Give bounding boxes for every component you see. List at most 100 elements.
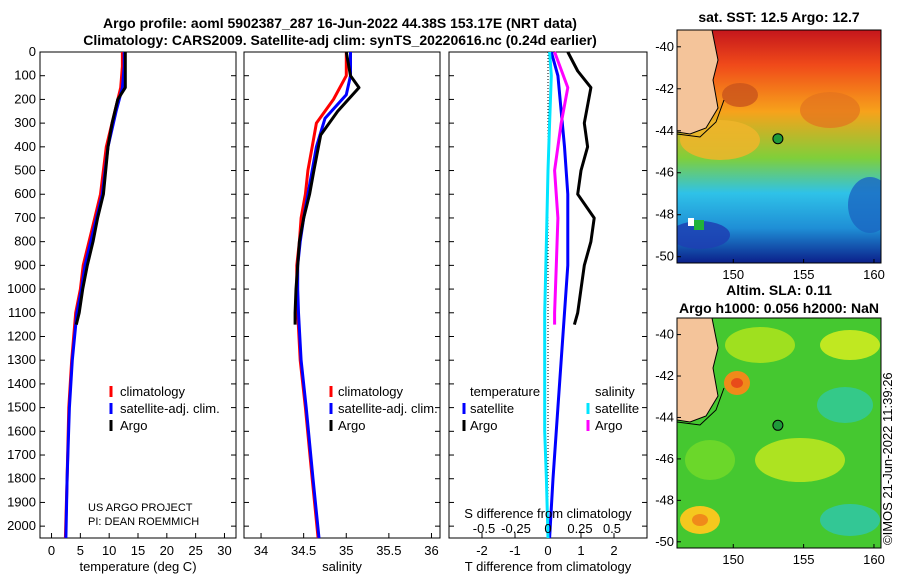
sla-low-blob bbox=[817, 387, 873, 423]
legend-t-satellite: satellite bbox=[470, 401, 514, 416]
series-line-argo-temperature- bbox=[566, 51, 596, 326]
x-tick-label: 35 bbox=[339, 543, 353, 558]
title-line-2: Climatology: CARS2009. Satellite-adj cli… bbox=[83, 32, 597, 48]
map-y-tick-label: -40 bbox=[655, 327, 674, 342]
salinity-series bbox=[293, 51, 361, 539]
sla-map-frame bbox=[676, 317, 882, 549]
missing-data bbox=[688, 218, 694, 226]
imos-timestamp: ©IMOS 21-Jun-2022 11:39:26 bbox=[880, 372, 895, 545]
x-tick-label: 34.5 bbox=[291, 543, 316, 558]
s-tick: 0 bbox=[544, 521, 551, 536]
difference-panel: -2 -1 0 1 2 T difference from climatology S … bbox=[448, 51, 648, 574]
x-tick-label: 36 bbox=[424, 543, 438, 558]
credit-line-1: US ARGO PROJECT bbox=[88, 502, 193, 514]
y-tick-label: 1100 bbox=[8, 305, 36, 320]
legend-argo: Argo bbox=[120, 418, 147, 433]
map-x-tick-label: 160 bbox=[863, 552, 885, 567]
series-line-argo bbox=[74, 52, 127, 325]
x-tick-label: 0 bbox=[544, 543, 551, 558]
salinity-xlabel: salinity bbox=[322, 559, 362, 574]
sla-blob bbox=[725, 327, 795, 363]
x-tick-label: 5 bbox=[77, 543, 84, 558]
sla-map: Altim. SLA: 0.11 Argo h1000: 0.056 h2000… bbox=[655, 282, 885, 567]
legend-temperature-header: temperature bbox=[470, 384, 540, 399]
shelf-contour bbox=[677, 387, 725, 426]
s-tick: 0.25 bbox=[567, 521, 592, 536]
y-tick-label: 0 bbox=[29, 44, 36, 59]
tasmania-land bbox=[677, 30, 719, 135]
sst-map: sat. SST: 12.5 Argo: 12.7 150 155 160 -40 -4… bbox=[655, 9, 885, 282]
s-tick: 0.5 bbox=[603, 521, 621, 536]
temperature-xlabel: temperature (deg C) bbox=[79, 559, 196, 574]
map-y-tick-label: -48 bbox=[655, 207, 674, 222]
legend-climatology: climatology bbox=[338, 384, 404, 399]
y-tick-label: 1400 bbox=[7, 376, 36, 391]
map-y-tick-label: -42 bbox=[655, 368, 674, 383]
legend-s-argo: Argo bbox=[595, 418, 622, 433]
sla-blob bbox=[820, 330, 880, 360]
sst-cold-patch bbox=[848, 177, 881, 233]
x-tick-label: 20 bbox=[160, 543, 174, 558]
s-tick: -0.5 bbox=[473, 521, 495, 536]
y-tick-label: 100 bbox=[14, 68, 36, 83]
x-tick-label: 1 bbox=[577, 543, 584, 558]
map-y-tick-label: -46 bbox=[655, 451, 674, 466]
sst-map-title: sat. SST: 12.5 Argo: 12.7 bbox=[698, 9, 860, 25]
map-x-tick-label: 150 bbox=[722, 552, 744, 567]
difference-series bbox=[543, 51, 596, 539]
legend-satellite: satellite-adj. clim. bbox=[120, 401, 220, 416]
map-y-tick-label: -40 bbox=[655, 39, 674, 54]
sst-warm-eddy bbox=[722, 83, 758, 107]
y-tick-label: 900 bbox=[14, 257, 36, 272]
y-tick-label: 1300 bbox=[7, 352, 36, 367]
sla-low-blob bbox=[820, 504, 880, 536]
y-tick-label: 1200 bbox=[7, 328, 36, 343]
legend-s-satellite: satellite bbox=[595, 401, 639, 416]
tasmania-land bbox=[677, 318, 719, 423]
sla-high-core bbox=[731, 378, 743, 388]
s-difference-ticks: -0.5 -0.25 0 0.25 0.5 bbox=[473, 521, 621, 536]
legend-t-argo: Argo bbox=[470, 418, 497, 433]
y-tick-label: 400 bbox=[14, 139, 36, 154]
x-tick-label: 10 bbox=[102, 543, 116, 558]
y-tick-label: 500 bbox=[14, 163, 36, 178]
series-line-satellite-temperature- bbox=[548, 51, 570, 539]
sla-blob bbox=[755, 438, 845, 482]
y-tick-label: 2000 bbox=[7, 518, 36, 533]
map-x-tick-label: 155 bbox=[793, 267, 815, 282]
map-y-tick-label: -46 bbox=[655, 165, 674, 180]
x-tick-label: 35.5 bbox=[376, 543, 401, 558]
salinity-ticks: 34 34.5 35 35.5 36 bbox=[254, 533, 439, 558]
salinity-panel: 34 34.5 35 35.5 36 salinity climatology sate… bbox=[243, 51, 441, 574]
map-y-tick-label: -44 bbox=[655, 409, 674, 424]
t-difference-xlabel: T difference from climatology bbox=[465, 559, 632, 574]
y-tick-label: 1900 bbox=[7, 494, 36, 509]
temperature-ticks: 0 5 10 15 20 25 30 bbox=[48, 533, 232, 558]
y-tick-label: 600 bbox=[14, 186, 36, 201]
y-tick-label: 200 bbox=[14, 91, 36, 106]
x-tick-label: 34 bbox=[254, 543, 268, 558]
x-tick-label: 25 bbox=[188, 543, 202, 558]
map-x-tick-label: 160 bbox=[863, 267, 885, 282]
y-tick-label: 1600 bbox=[7, 423, 36, 438]
title-line-1: Argo profile: aoml 5902387_287 16-Jun-20… bbox=[103, 15, 577, 31]
sla-map-subtitle: Argo h1000: 0.056 h2000: NaN bbox=[679, 300, 879, 316]
map-y-tick-label: -50 bbox=[655, 534, 674, 549]
difference-legend: temperature satellite Argo salinity sate… bbox=[462, 384, 639, 433]
y-tick-label: 1800 bbox=[7, 471, 36, 486]
temperature-panel: 0100200300400500600700800900100011001200… bbox=[7, 44, 237, 574]
sst-map-frame bbox=[676, 29, 882, 264]
y-tick-label: 1700 bbox=[7, 447, 36, 462]
x-tick-label: -1 bbox=[509, 543, 521, 558]
x-tick-label: 15 bbox=[131, 543, 145, 558]
sst-cold-patch bbox=[677, 221, 730, 249]
depth-ticks: 0 100 200 300 400 500 600 700 800 900 1000 1100 1200… bbox=[7, 44, 236, 533]
series-line-argo bbox=[293, 51, 361, 325]
shelf-contour bbox=[677, 99, 725, 138]
x-tick-label: 30 bbox=[217, 543, 231, 558]
map-x-tick-label: 155 bbox=[793, 552, 815, 567]
y-tick-label: 1000 bbox=[7, 281, 36, 296]
map-y-tick-label: -48 bbox=[655, 492, 674, 507]
sst-warm-patch bbox=[800, 92, 860, 128]
s-tick: -0.25 bbox=[501, 521, 531, 536]
